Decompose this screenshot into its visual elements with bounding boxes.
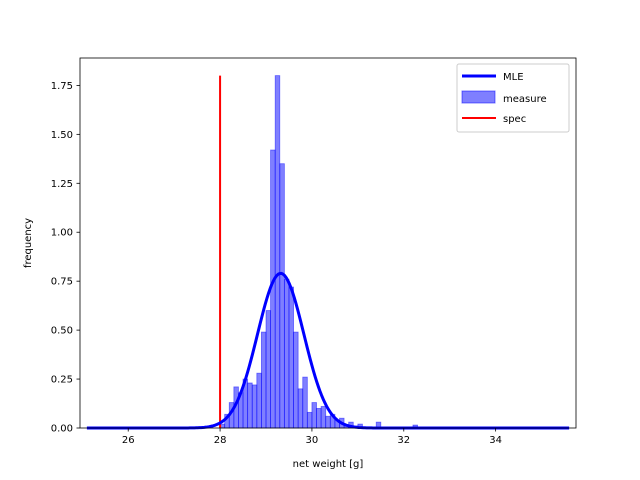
y-tick-label: 0.75: [51, 277, 73, 288]
legend-mle-label: MLE: [503, 72, 524, 83]
x-tick-label: 28: [214, 435, 227, 446]
histogram-bar: [293, 331, 299, 429]
y-axis-label: frequency: [23, 218, 34, 268]
x-axis-ticks: 26 28 30 32 34: [122, 428, 502, 446]
histogram-bar: [251, 384, 258, 429]
histogram-bar: [311, 402, 317, 429]
histogram-bar: [302, 376, 308, 429]
histogram-bar: [265, 310, 271, 429]
histogram-bar: [256, 372, 262, 429]
histogram-bar: [306, 411, 313, 429]
y-tick-label: 0.50: [51, 326, 73, 337]
y-tick-label: 1.00: [51, 228, 73, 239]
x-tick-label: 34: [489, 435, 502, 446]
x-tick-label: 26: [122, 435, 135, 446]
x-tick-label: 30: [306, 435, 319, 446]
histogram-bar: [297, 388, 304, 429]
x-tick-label: 32: [397, 435, 410, 446]
legend-measure-swatch: [461, 90, 496, 104]
y-tick-label: 1.25: [51, 179, 73, 190]
histogram-bar: [288, 286, 294, 429]
axes-frame: [79, 57, 577, 429]
histogram-bar: [316, 408, 322, 429]
legend: MLE measure spec: [456, 63, 570, 133]
histogram-bar: [325, 415, 331, 429]
histogram-bar: [274, 75, 281, 429]
histogram-bar: [279, 163, 285, 429]
y-axis-ticks: 0.00 0.25 0.50 0.75 1.00 1.25 1.50 1.75: [51, 81, 80, 435]
legend-measure-label: measure: [503, 94, 547, 105]
y-tick-label: 0.00: [51, 424, 73, 435]
y-tick-label: 1.75: [51, 81, 73, 92]
histogram-bar: [320, 406, 327, 429]
y-tick-label: 0.25: [51, 375, 73, 386]
histogram-bar: [247, 382, 253, 429]
histogram-bar: [283, 278, 290, 429]
y-tick-label: 1.50: [51, 130, 73, 141]
legend-box: [456, 63, 570, 133]
legend-spec-label: spec: [503, 114, 526, 125]
histogram-bar: [261, 331, 267, 429]
x-axis-label: net weight [g]: [293, 459, 364, 470]
